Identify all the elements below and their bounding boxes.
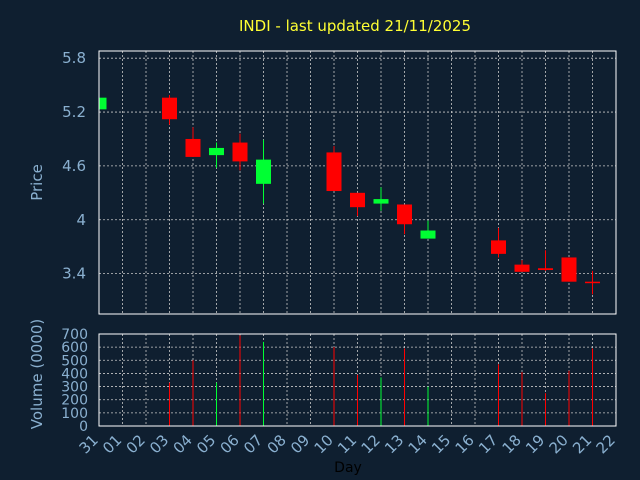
price-tick-label: 4 [76,211,86,229]
x-tick-label: 14 [405,431,431,457]
x-tick-label: 22 [593,431,619,457]
volume-tick-label: 300 [61,380,88,396]
x-tick-label: 19 [522,431,548,457]
x-tick-label: 02 [123,431,149,457]
candle-body [420,230,436,239]
x-tick-label: 13 [381,431,407,457]
candle-body [538,268,553,271]
x-tick-label: 11 [334,431,360,457]
x-tick-label: 08 [264,431,290,457]
x-tick-label: 21 [569,431,595,457]
candle-body [326,152,342,192]
price-axis-label: Price [28,164,46,201]
x-tick-label: 16 [452,431,478,457]
price-tick-label: 3.4 [62,265,86,283]
volume-tick-label: 100 [61,406,88,422]
chart-title: INDI - last updated 21/11/2025 [239,17,471,35]
candle-body [514,264,530,272]
x-tick-label: 04 [170,431,196,457]
x-tick-label: 20 [546,431,572,457]
volume-axis-label: Volume (0000) [28,319,46,429]
x-axis-label: Day [334,460,362,476]
price-tick-labels: 3.4 4 4.6 5.2 5.8 [62,49,86,282]
x-tick-label: 07 [240,431,266,457]
x-tick-label: 09 [287,431,313,457]
volume-tick-label: 600 [61,340,88,356]
candle-body [256,159,271,184]
candle-body [397,204,412,225]
volume-frame [98,333,617,427]
price-grid [99,51,616,314]
x-tick-label: 01 [99,431,125,457]
price-frame [98,50,617,315]
volume-tick-label: 0 [79,419,88,435]
candle-body [561,257,577,282]
volume-tick-label: 700 [61,327,88,343]
x-tick-label: 03 [146,431,172,457]
candle-body [99,97,107,110]
price-wicks [98,94,593,295]
volume-bars [169,335,593,426]
price-tick-label: 5.8 [62,49,86,67]
x-tick-label: 18 [499,431,525,457]
candle-body [585,281,600,284]
candle-body [232,142,248,162]
volume-tick-label: 200 [61,393,88,409]
price-tick-label: 4.6 [62,157,86,175]
candle-body [162,97,177,120]
x-tick-label: 10 [311,431,337,457]
volume-tick-label: 400 [61,366,88,382]
price-panel: 3.4 4 4.6 5.2 5.8 Price [28,49,617,315]
x-tick-labels: 3101020304050607080910111213141516171819… [76,431,619,457]
volume-tick-label: 500 [61,353,88,369]
x-tick-label: 06 [217,431,243,457]
candle-body [373,199,389,204]
candle-body [491,240,506,254]
x-tick-label: 17 [475,431,501,457]
candle-body [185,138,201,157]
x-tick-label: 15 [428,431,454,457]
x-tick-label: 05 [193,431,219,457]
x-tick-label: 12 [358,431,384,457]
candle-body [350,192,365,208]
x-tick-label: 31 [76,431,102,457]
candle-body [209,147,224,156]
price-tick-label: 5.2 [62,103,86,121]
price-bodies [99,97,600,284]
